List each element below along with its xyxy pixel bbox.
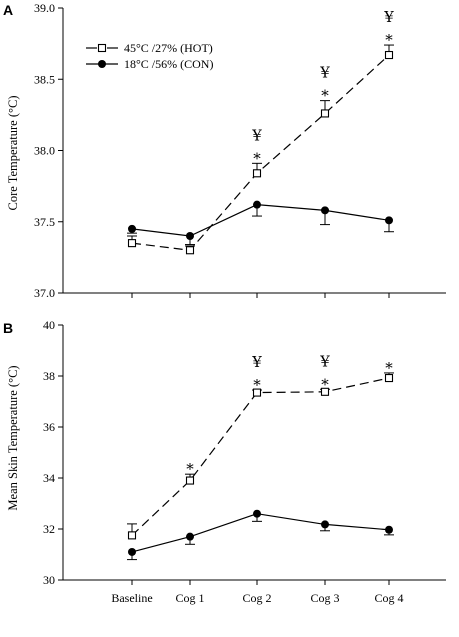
significance-yen: ¥: [251, 353, 262, 371]
panel-a-legend: 45°C /27% (HOT) 18°C /56% (CON): [86, 41, 213, 71]
data-point-con: [128, 224, 136, 233]
y-tick-label: 37.5: [34, 215, 55, 229]
significance-asterisk: *: [186, 460, 194, 478]
y-tick-label: 32: [43, 522, 55, 536]
y-tick-label: 38.0: [34, 144, 55, 158]
panel-b-mean-skin-temperature: B Mean Skin Temperature (°C) 30 32 34 36 38 4…: [3, 318, 446, 605]
data-point-hot: [252, 169, 262, 178]
x-tick-label: Baseline: [111, 591, 152, 605]
panel-a-data-points: [127, 50, 394, 255]
x-tick-label: Cog 2: [242, 591, 271, 605]
significance-yen: ¥: [319, 352, 330, 370]
data-point-con: [321, 206, 329, 215]
data-point-hot: [185, 246, 195, 255]
significance-asterisk: *: [385, 31, 393, 49]
panel-a-y-ticks: 37.0 37.5 38.0 38.5 39.0: [34, 1, 63, 300]
data-point-con: [385, 525, 393, 534]
y-tick-label: 34: [43, 471, 55, 485]
x-tick-label: Cog 3: [310, 591, 339, 605]
significance-asterisk: *: [385, 359, 393, 377]
y-tick-label: 38.5: [34, 72, 55, 86]
panel-b-significance-marks: * ¥ * ¥ * *: [186, 352, 393, 478]
panel-b-y-ticks: 30 32 34 36 38 40: [43, 318, 63, 587]
panel-b-axes: [62, 325, 446, 581]
data-point-hot: [127, 531, 137, 540]
significance-asterisk: *: [253, 376, 261, 394]
data-point-hot: [384, 50, 394, 60]
data-point-con: [253, 509, 261, 518]
data-point-con: [128, 547, 136, 556]
series-line-con: [131, 513, 390, 553]
data-point-con: [253, 200, 261, 209]
data-point-con: [186, 532, 194, 541]
significance-yen: ¥: [251, 126, 262, 144]
y-tick-label: 36: [43, 420, 55, 434]
panel-a-y-axis-title: Core Temperature (°C): [6, 96, 20, 211]
significance-asterisk: *: [253, 149, 261, 167]
data-point-con: [321, 520, 329, 529]
x-axis-ticks: Baseline Cog 1 Cog 2 Cog 3 Cog 4: [111, 580, 404, 605]
legend-hot-label: 45°C /27% (HOT): [124, 41, 213, 55]
data-point-hot: [185, 476, 195, 485]
panel-a-core-temperature: A Core Temperature (°C) 37.0 37.5 38.0 38.5…: [3, 1, 446, 300]
data-point-hot: [320, 387, 330, 396]
data-point-con: [186, 232, 194, 240]
legend-con-label: 18°C /56% (CON): [124, 57, 213, 71]
panel-b-error-bars: [127, 372, 394, 561]
legend-hot-marker: [97, 43, 107, 53]
panel-a-significance-marks: ¥ * ¥ * ¥ *: [251, 8, 394, 167]
significance-yen: ¥: [383, 8, 394, 26]
significance-yen: ¥: [319, 64, 330, 82]
data-point-hot: [252, 388, 262, 397]
data-point-hot: [127, 239, 137, 248]
y-tick-label: 38: [43, 369, 55, 383]
y-tick-label: 40: [43, 318, 55, 332]
legend-con-marker: [98, 60, 106, 68]
y-tick-label: 30: [43, 573, 55, 587]
y-tick-label: 39.0: [34, 1, 55, 15]
panel-b-data-points: [127, 373, 394, 556]
panel-b-y-axis-title: Mean Skin Temperature (°C): [6, 365, 20, 510]
significance-asterisk: *: [321, 375, 329, 393]
x-tick-label: Cog 1: [175, 591, 204, 605]
significance-asterisk: *: [321, 87, 329, 105]
data-point-hot: [384, 373, 394, 383]
panel-b-letter: B: [3, 320, 13, 336]
panel-a-error-bars: [127, 44, 394, 251]
series-line-con: [131, 204, 390, 237]
data-point-con: [385, 216, 393, 225]
data-point-hot: [320, 109, 330, 118]
panel-b-series-lines: [131, 377, 390, 553]
x-tick-label: Cog 4: [374, 591, 403, 605]
y-tick-label: 37.0: [34, 286, 55, 300]
panel-a-letter: A: [3, 2, 13, 18]
